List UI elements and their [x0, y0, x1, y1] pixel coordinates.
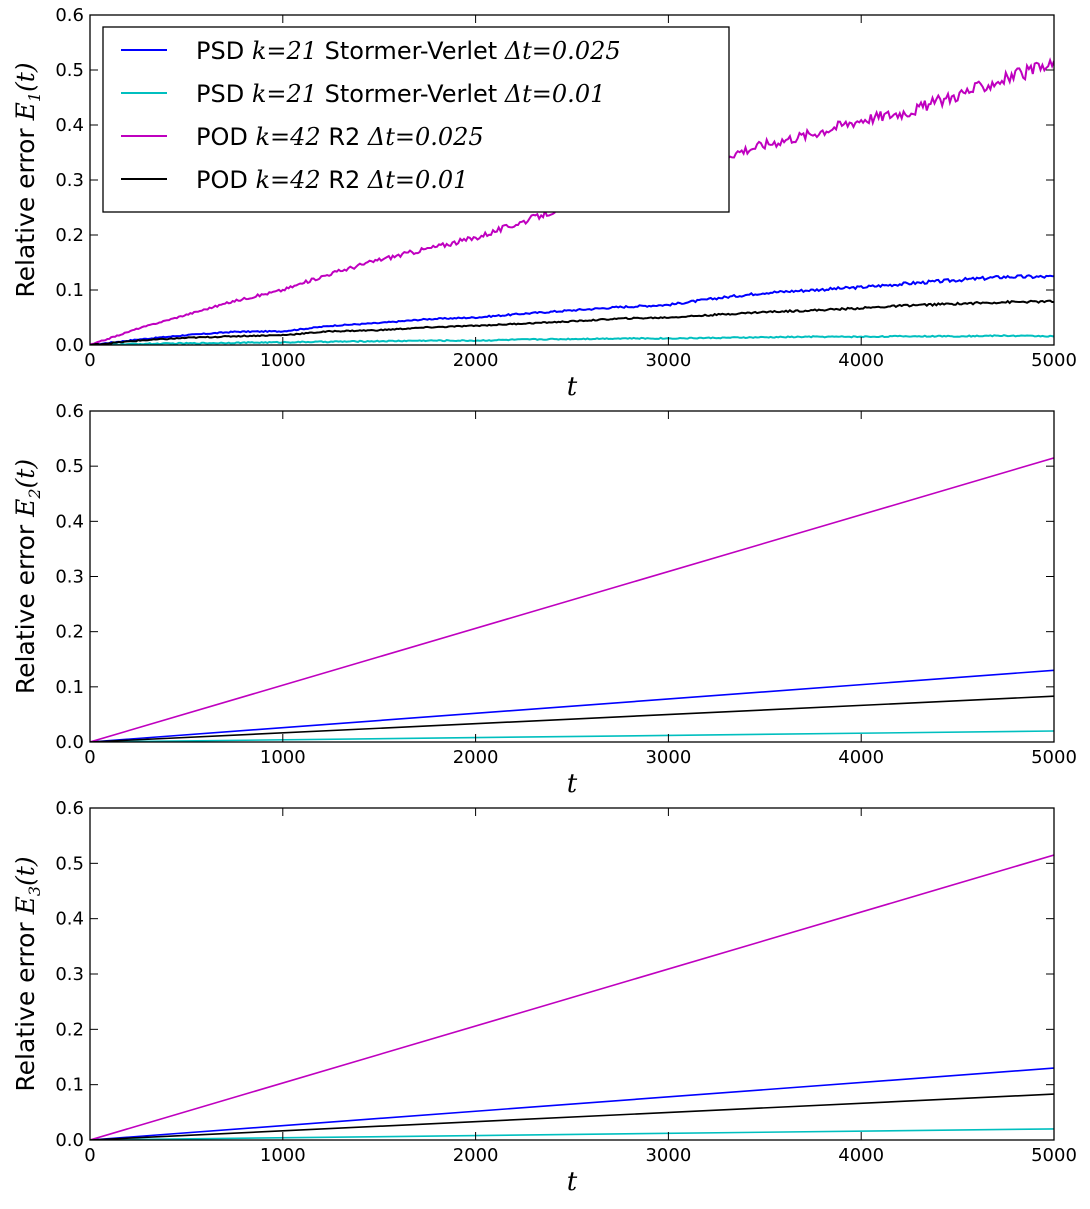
y-tick-label: 0.4 — [55, 511, 84, 532]
x-tick-label: 4000 — [838, 747, 884, 768]
legend-label-math-k: k=21 — [252, 37, 317, 65]
legend-label-method: Stormer-Verlet — [317, 37, 505, 65]
y-tick-label: 0.2 — [55, 1019, 84, 1040]
y-axis-label-arg: (t) — [11, 856, 40, 886]
y-tick-label: 0.4 — [55, 909, 84, 930]
legend-label-math-dt: Δt=0.01 — [504, 80, 606, 108]
x-tick-label: 3000 — [645, 747, 691, 768]
y-tick-label: 0.6 — [55, 798, 84, 819]
series-line-2 — [90, 334, 1054, 345]
legend-label-method: R2 — [321, 166, 368, 194]
x-axis-label: t — [567, 1167, 578, 1197]
y-tick-label: 0.2 — [55, 622, 84, 643]
x-tick-label: 1000 — [260, 1145, 306, 1166]
y-tick-label: 0.6 — [55, 5, 84, 26]
x-tick-label: 1000 — [260, 350, 306, 371]
y-tick-label: 0.1 — [55, 280, 84, 301]
x-tick-label: 2000 — [453, 747, 499, 768]
chart-panel-1: 0 1000 2000 3000 4000 5000 0.0 0.1 0.2 0.3 0.4 0.5 0… — [11, 5, 1077, 402]
legend-label-math-k: k=42 — [255, 166, 320, 194]
legend-label-2: PSD k=21 Stormer-Verlet Δt=0.01 — [196, 80, 605, 108]
legend-label-math-dt: Δt=0.025 — [367, 123, 484, 151]
series-line-2 — [90, 730, 1054, 742]
y-tick-label: 0.0 — [55, 1130, 84, 1151]
y-tick-label: 0.2 — [55, 225, 84, 246]
series-line-1 — [90, 274, 1054, 345]
y-tick-label: 0.1 — [55, 677, 84, 698]
x-tick-label: 2000 — [453, 350, 499, 371]
series-line-1 — [90, 669, 1054, 742]
legend-label-math-dt: Δt=0.01 — [367, 166, 469, 194]
y-tick-label: 0.0 — [55, 335, 84, 356]
y-tick-label: 0.5 — [55, 853, 84, 874]
legend-label-math-dt: Δt=0.025 — [504, 37, 621, 65]
y-axis-label-text: Relative error — [11, 120, 40, 297]
legend-label-4: POD k=42 R2 Δt=0.01 — [196, 166, 468, 194]
series-line-4 — [90, 695, 1054, 742]
series-line-2 — [90, 1128, 1054, 1140]
y-axis-label-arg: (t) — [11, 459, 40, 489]
legend-label-prefix: PSD — [196, 80, 252, 108]
y-axis-label-subscript: 3 — [25, 886, 44, 896]
axes-frame — [89, 410, 1055, 743]
y-tick-label: 0.1 — [55, 1075, 84, 1096]
series-line-4 — [90, 299, 1054, 345]
y-axis-label-subscript: 1 — [25, 92, 44, 102]
y-axis-label-math: E — [11, 896, 40, 915]
y-tick-label: 0.5 — [55, 60, 84, 81]
legend-label-math-k: k=21 — [252, 80, 317, 108]
series-line-3 — [90, 457, 1054, 742]
y-axis-label-text: Relative error — [11, 914, 40, 1091]
y-axis-label: Relative error E3(t) — [11, 856, 44, 1091]
x-tick-label: 3000 — [645, 1145, 691, 1166]
y-axis-label-subscript: 2 — [25, 488, 44, 499]
y-tick-label: 0.3 — [55, 170, 84, 191]
legend-label-prefix: PSD — [196, 37, 252, 65]
x-tick-label: 5000 — [1031, 747, 1077, 768]
legend-label-prefix: POD — [196, 166, 255, 194]
x-tick-label: 1000 — [260, 747, 306, 768]
x-tick-label: 4000 — [838, 350, 884, 371]
y-axis-label-math: E — [11, 102, 40, 121]
y-tick-label: 0.3 — [55, 964, 84, 985]
x-tick-label: 0 — [84, 1145, 95, 1166]
series-line-1 — [90, 1067, 1054, 1140]
y-axis-label: Relative error E2(t) — [11, 459, 44, 694]
x-tick-label: 0 — [84, 747, 95, 768]
x-axis-label: t — [567, 372, 578, 402]
legend-label-method: R2 — [321, 123, 368, 151]
legend-label-method: Stormer-Verlet — [317, 80, 505, 108]
x-axis-label: t — [567, 769, 578, 799]
y-tick-label: 0.3 — [55, 567, 84, 588]
y-axis-label: Relative error E1(t) — [11, 62, 44, 297]
legend-label-1: PSD k=21 Stormer-Verlet Δt=0.025 — [196, 37, 621, 65]
legend-label-math-k: k=42 — [255, 123, 320, 151]
y-tick-label: 0.4 — [55, 115, 84, 136]
legend-box — [102, 26, 730, 213]
y-tick-label: 0.6 — [55, 401, 84, 422]
x-tick-label: 3000 — [645, 350, 691, 371]
x-tick-label: 0 — [84, 350, 95, 371]
chart-panel-3: 0 1000 2000 3000 4000 5000 0.0 0.1 0.2 0.3 0.4 0.5 0… — [11, 798, 1077, 1197]
series-line-4 — [90, 1093, 1054, 1140]
y-axis-label-math: E — [11, 499, 40, 518]
series-line-3 — [90, 854, 1054, 1140]
legend-label-prefix: POD — [196, 123, 255, 151]
x-tick-label: 4000 — [838, 1145, 884, 1166]
chart-panel-2: 0 1000 2000 3000 4000 5000 0.0 0.1 0.2 0.3 0.4 0.5 0… — [11, 401, 1077, 799]
y-axis-label-text: Relative error — [11, 517, 40, 694]
x-tick-label: 5000 — [1031, 1145, 1077, 1166]
legend-label-3: POD k=42 R2 Δt=0.025 — [196, 123, 484, 151]
y-tick-label: 0.0 — [55, 732, 84, 753]
axes-frame — [89, 807, 1055, 1141]
y-tick-label: 0.5 — [55, 456, 84, 477]
y-axis-label-arg: (t) — [11, 62, 40, 92]
x-tick-label: 2000 — [453, 1145, 499, 1166]
x-tick-label: 5000 — [1031, 350, 1077, 371]
